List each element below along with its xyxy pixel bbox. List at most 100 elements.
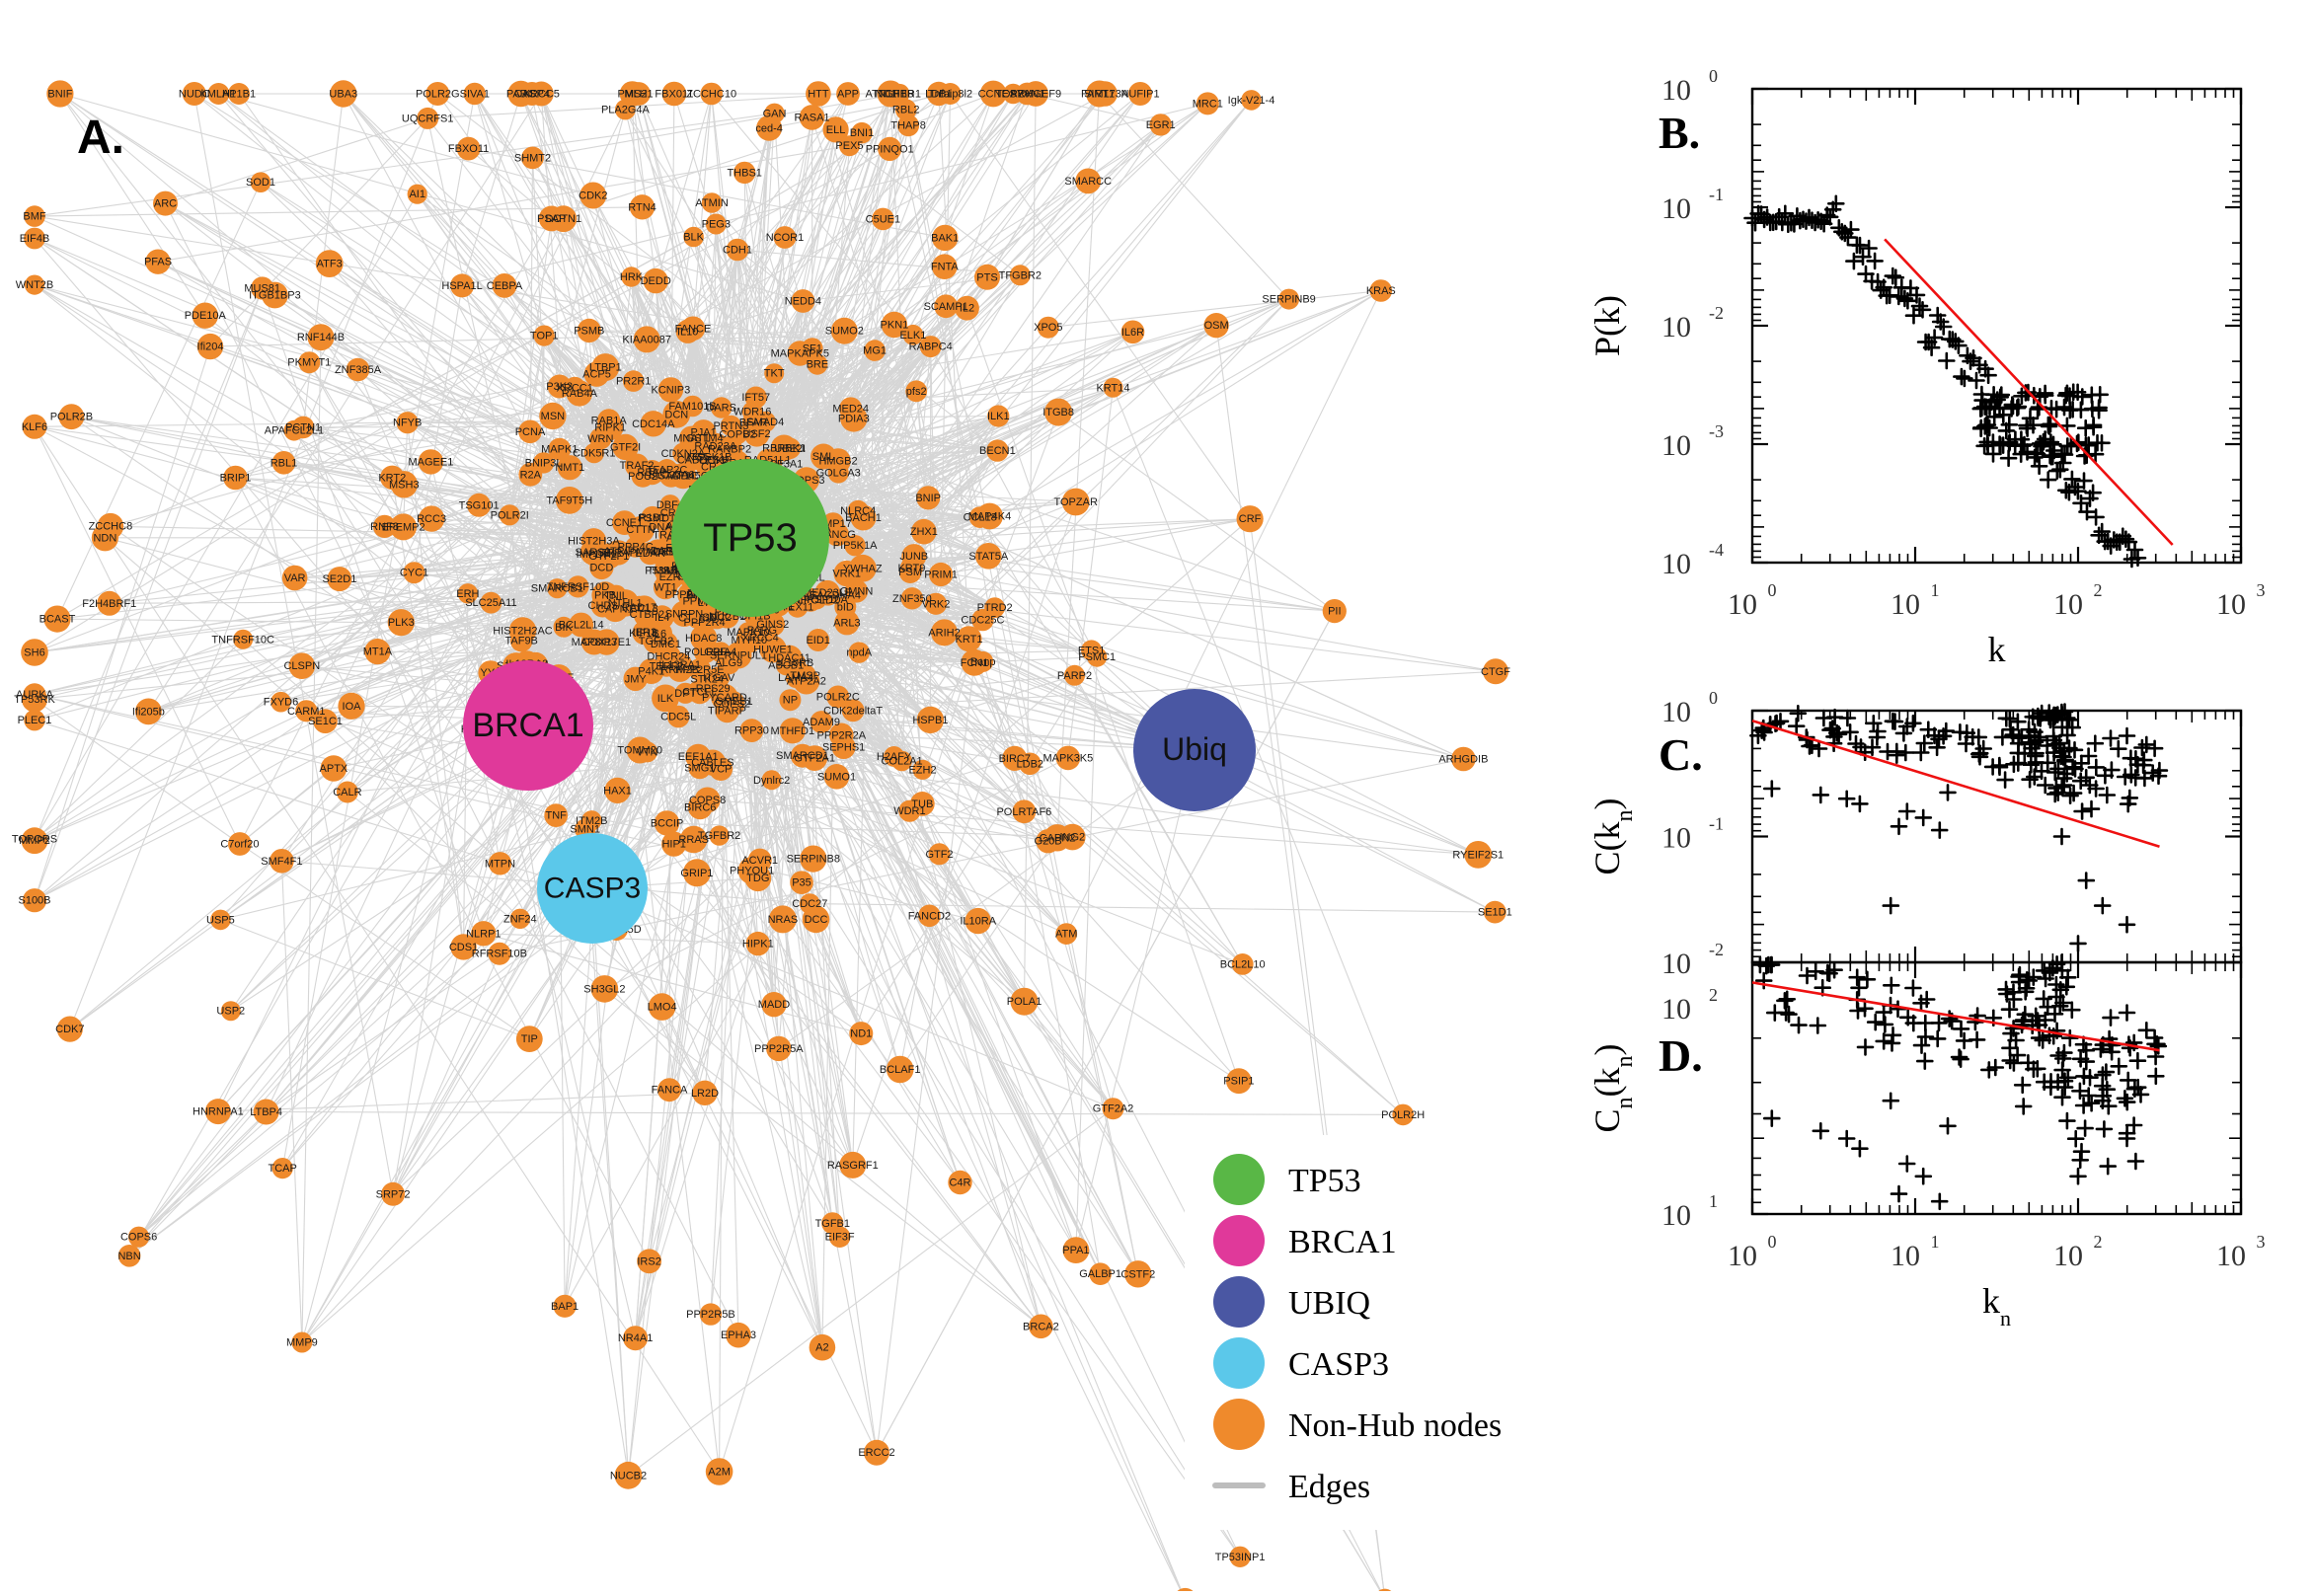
svg-text:PTRD2: PTRD2: [977, 602, 1013, 614]
svg-text:PPP2R2A: PPP2R2A: [817, 729, 867, 741]
svg-text:KRT14: KRT14: [1096, 382, 1129, 394]
svg-text:A2M: A2M: [708, 1467, 731, 1479]
svg-text:TP53INP1: TP53INP1: [1215, 1552, 1266, 1563]
svg-text:POLR2G: POLR2G: [416, 89, 460, 101]
svg-text:PTS: PTS: [976, 271, 997, 283]
svg-text:KIAA0087: KIAA0087: [622, 334, 671, 345]
svg-text:UBA3: UBA3: [329, 89, 357, 101]
svg-text:ZNF385A: ZNF385A: [335, 364, 382, 376]
svg-text:POLRTAF6: POLRTAF6: [996, 806, 1051, 818]
svg-text:RNF144B: RNF144B: [297, 332, 345, 343]
svg-text:USP2: USP2: [216, 1006, 245, 1018]
svg-text:MRC1: MRC1: [1193, 98, 1223, 110]
svg-text:F2H4BRF1: F2H4BRF1: [82, 598, 136, 610]
svg-text:MT1A: MT1A: [363, 646, 393, 658]
svg-text:npdA: npdA: [846, 647, 872, 659]
svg-text:BRIP1: BRIP1: [220, 473, 252, 485]
svg-text:ARC: ARC: [154, 198, 177, 210]
svg-text:LTBP4: LTBP4: [250, 1106, 282, 1118]
svg-text:Tnfaip8l2: Tnfaip8l2: [928, 89, 972, 101]
svg-text:MLH1: MLH1: [624, 89, 653, 101]
svg-text:LR2D: LR2D: [691, 1088, 719, 1100]
svg-text:USP5: USP5: [206, 914, 235, 926]
svg-text:BRE: BRE: [807, 359, 829, 371]
svg-text:CTGF: CTGF: [1481, 666, 1510, 678]
svg-text:IL13RA1: IL13RA1: [658, 659, 701, 671]
svg-text:POLR2H: POLR2H: [1381, 1109, 1425, 1121]
svg-text:THAP8: THAP8: [890, 120, 925, 132]
svg-text:SH3GL2: SH3GL2: [583, 983, 625, 995]
svg-text:Igk-V21-4: Igk-V21-4: [1228, 95, 1275, 107]
svg-text:BAP1: BAP1: [551, 1301, 579, 1313]
svg-text:SE2D1: SE2D1: [322, 573, 356, 585]
svg-text:NP: NP: [783, 695, 798, 707]
svg-text:AP1B1: AP1B1: [222, 89, 256, 101]
svg-text:FNTA: FNTA: [931, 262, 960, 273]
svg-text:POLR2B: POLR2B: [50, 412, 93, 423]
svg-text:PDIA3: PDIA3: [838, 413, 870, 424]
svg-text:PRIM1: PRIM1: [924, 570, 958, 581]
svg-text:COPS6: COPS6: [120, 1232, 157, 1244]
svg-text:TNFRSF10C: TNFRSF10C: [211, 634, 274, 646]
svg-text:ARL3: ARL3: [833, 617, 861, 629]
svg-text:ERH: ERH: [456, 588, 479, 600]
svg-text:ZCCHC10: ZCCHC10: [686, 89, 736, 101]
svg-text:ELL: ELL: [826, 124, 846, 136]
svg-text:CDK2deltaT: CDK2deltaT: [823, 705, 883, 717]
svg-text:SERPINB9: SERPINB9: [1262, 294, 1315, 306]
svg-text:CSTF2: CSTF2: [1120, 1268, 1155, 1280]
svg-text:MMP2: MMP2: [19, 835, 50, 847]
svg-text:GRIP1: GRIP1: [680, 868, 713, 879]
svg-text:APTX: APTX: [320, 763, 348, 775]
svg-text:TKT: TKT: [764, 368, 785, 380]
svg-text:ZCCHC8: ZCCHC8: [89, 521, 133, 533]
svg-text:RBL2: RBL2: [892, 105, 920, 116]
svg-text:ITGB8: ITGB8: [1042, 407, 1074, 418]
svg-text:CLSPN: CLSPN: [283, 660, 320, 672]
svg-text:EID1: EID1: [806, 635, 829, 646]
svg-text:DCN: DCN: [664, 409, 688, 420]
svg-text:HDAC8: HDAC8: [685, 633, 722, 645]
svg-text:EPHA3: EPHA3: [721, 1330, 756, 1341]
svg-text:FBXO11: FBXO11: [448, 143, 489, 155]
svg-text:pfs2: pfs2: [906, 386, 927, 398]
svg-text:MAGEE1: MAGEE1: [408, 456, 453, 468]
svg-text:A2: A2: [815, 1342, 828, 1354]
svg-text:BCCIP: BCCIP: [651, 817, 684, 829]
svg-text:IL6R: IL6R: [1121, 327, 1144, 339]
svg-text:PEG3: PEG3: [702, 219, 731, 231]
svg-text:P35: P35: [792, 877, 811, 889]
svg-text:ZHX1: ZHX1: [910, 526, 938, 538]
svg-text:TAF9B: TAF9B: [504, 636, 537, 647]
svg-text:GTF2: GTF2: [925, 849, 953, 861]
svg-text:PARP2: PARP2: [1057, 670, 1092, 682]
svg-text:TCAP: TCAP: [269, 1163, 297, 1175]
svg-text:KRT2: KRT2: [378, 472, 406, 484]
svg-text:TAF9T5H: TAF9T5H: [546, 494, 592, 506]
svg-text:PPA1: PPA1: [1062, 1245, 1089, 1256]
svg-text:ERCC2: ERCC2: [858, 1447, 894, 1459]
svg-text:Ifi205b: Ifi205b: [132, 706, 165, 718]
svg-text:TOMM20: TOMM20: [617, 745, 662, 757]
svg-text:MUS81: MUS81: [244, 283, 280, 295]
svg-text:OSM: OSM: [1204, 320, 1229, 332]
svg-text:PEX5: PEX5: [835, 140, 863, 152]
svg-text:POLR2C: POLR2C: [816, 692, 860, 704]
svg-text:PLK3: PLK3: [388, 617, 415, 629]
svg-text:ATMIN: ATMIN: [695, 197, 728, 209]
svg-text:Ifi204: Ifi204: [197, 342, 224, 353]
svg-text:WNT2B: WNT2B: [16, 279, 54, 291]
svg-text:HIST2H2AC: HIST2H2AC: [493, 626, 553, 638]
svg-text:GTF2A2: GTF2A2: [1093, 1103, 1134, 1115]
svg-text:C7orf20: C7orf20: [220, 839, 259, 851]
svg-text:IFT57: IFT57: [741, 392, 770, 404]
svg-text:THBS1: THBS1: [727, 167, 761, 179]
svg-text:TNF: TNF: [546, 810, 568, 822]
svg-text:KLF6: KLF6: [22, 421, 47, 433]
svg-text:ADAM9: ADAM9: [803, 717, 840, 728]
svg-text:MADD: MADD: [758, 999, 790, 1011]
svg-text:LMO4: LMO4: [648, 1002, 677, 1014]
svg-text:PPINQO1: PPINQO1: [866, 143, 914, 155]
svg-text:HIPK1: HIPK1: [742, 939, 774, 950]
svg-text:TGFB1: TGFB1: [815, 1218, 850, 1230]
